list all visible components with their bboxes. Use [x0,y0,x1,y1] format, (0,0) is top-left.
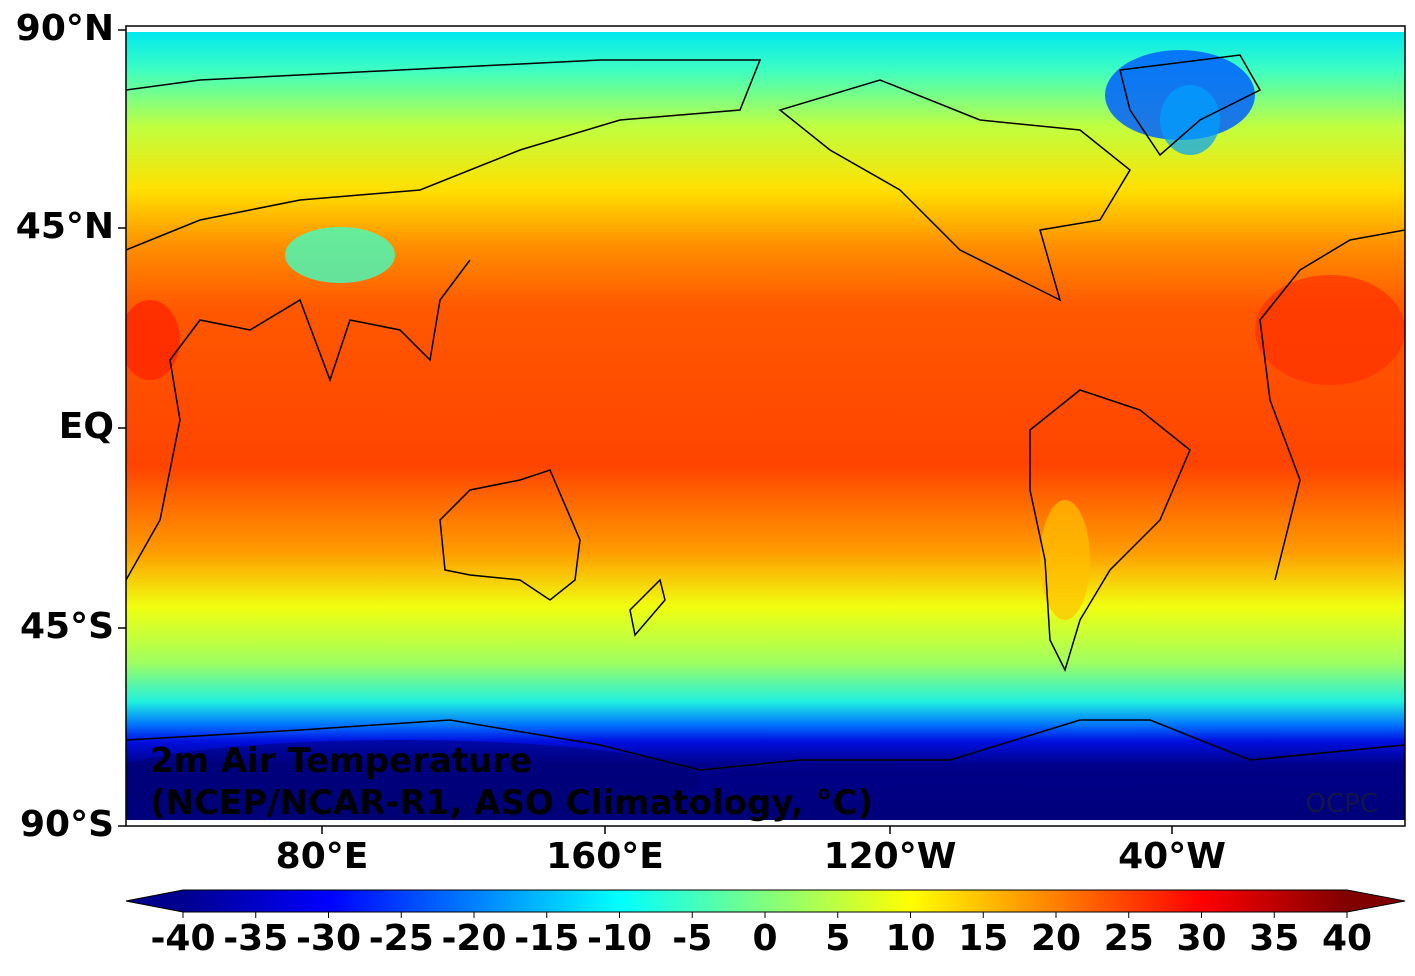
lon-label: 120°W [824,836,957,877]
colorbar-tick-label: 25 [1104,918,1154,959]
colorbar-tick-label: 20 [1031,918,1081,959]
colorbar-tick-label: -10 [587,918,652,959]
map-frame [125,25,1406,827]
colorbar-tick-label: -5 [672,918,712,959]
colorbar-tick-label: -25 [369,918,434,959]
colorbar-tick-label: 5 [825,918,850,959]
lon-label: 160°E [546,836,664,877]
colorbar-tick-label: 40 [1322,918,1372,959]
coastlines [126,54,1405,771]
colorbar-tick-label: -35 [223,918,288,959]
lon-label: 80°E [276,836,369,877]
colorbar-extend-low [126,890,183,912]
colorbar-tick-label: -20 [441,918,506,959]
lat-label: 90°N [16,8,114,49]
lat-label: EQ [59,406,114,447]
colorbar-tick-label: -40 [150,918,215,959]
map-title: 2m Air Temperature [150,741,532,781]
colorbar-tick-label: 0 [752,918,777,959]
colorbar-tick-label: 35 [1249,918,1299,959]
lon-label: 40°W [1118,836,1226,877]
colorbar-extend-high [1347,890,1405,912]
colorbar-tick-label: -30 [296,918,361,959]
map-field [126,26,1405,826]
lat-label: 90°S [20,804,114,845]
colorbar-tick-label: 30 [1176,918,1226,959]
map-subtitle: (NCEP/NCAR-R1, ASO Climatology, °C) [150,783,873,823]
colorbar-tick-label: 15 [958,918,1008,959]
colorbar-tick-label: 10 [885,918,935,959]
colorbar-tick-label: -15 [514,918,579,959]
watermark: OCPC [1306,789,1378,819]
lat-label: 45°S [20,606,114,647]
colorbar [183,890,1347,912]
lat-label: 45°N [16,206,114,247]
